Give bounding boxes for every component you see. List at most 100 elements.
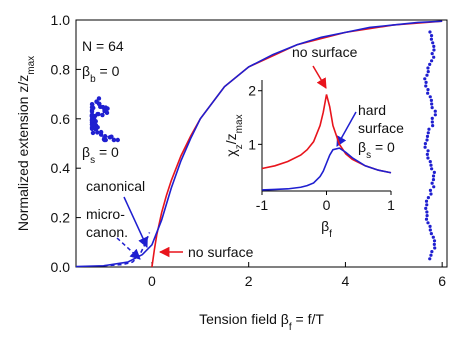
x-tick-label: 6 (438, 273, 446, 289)
monomer (425, 138, 429, 142)
monomer (432, 170, 436, 174)
monomer (98, 132, 104, 137)
x-tick-label: 0 (148, 273, 156, 289)
monomer (432, 185, 436, 189)
annotation: N = 64 (82, 38, 124, 54)
monomer (426, 66, 430, 70)
x-tick-label: -1 (256, 197, 269, 213)
y-axis-label-part: χ (223, 149, 239, 157)
monomer (429, 232, 433, 236)
monomer (424, 206, 428, 210)
monomer (425, 73, 429, 77)
monomer (102, 134, 108, 139)
monomer (431, 178, 436, 182)
annotation-part: = 0 (371, 139, 395, 155)
annotation-part: s (90, 155, 95, 166)
monomer (428, 224, 432, 228)
annotation-part: no surface (292, 44, 358, 60)
y-tick-label: 2 (248, 83, 256, 99)
arrow (336, 111, 357, 147)
y-tick-label: 0.0 (51, 259, 71, 275)
y-tick-label: 1 (248, 136, 256, 152)
monomer (91, 122, 96, 128)
monomer (428, 30, 432, 34)
monomer (431, 124, 435, 128)
monomer (103, 137, 108, 143)
x-axis-label-part: = f/T (292, 311, 325, 327)
annotation-part: = 0 (96, 63, 120, 79)
y-tick-label: 0.8 (51, 61, 71, 77)
annotation-part: canon. (86, 224, 128, 240)
x-tick-label: 1 (387, 197, 395, 213)
monomer (89, 101, 95, 107)
monomer (430, 116, 434, 120)
monomer (428, 188, 433, 192)
monomer (429, 192, 433, 196)
annotation-part: hard (358, 102, 386, 118)
annotation-part: s (366, 150, 371, 161)
annotation: hard (358, 102, 386, 118)
monomer (430, 52, 434, 56)
monomer (429, 163, 433, 167)
monomer (426, 196, 430, 200)
monomer (102, 107, 107, 113)
monomer (427, 127, 431, 131)
annotation: βb = 0 (82, 63, 120, 85)
monomer (431, 41, 435, 45)
annotation-part: β (82, 63, 90, 79)
x-axis-label-part: β (321, 218, 329, 234)
annotation: βs = 0 (358, 139, 395, 161)
monomer (424, 84, 428, 88)
monomer (430, 250, 434, 254)
monomer (425, 214, 429, 218)
monomer (426, 221, 430, 225)
y-tick-label: 1.0 (51, 12, 71, 28)
monomer (430, 106, 434, 110)
monomer (95, 125, 100, 130)
monomer (90, 117, 95, 123)
y-tick-label: 0.2 (51, 210, 71, 226)
monomer (432, 242, 436, 246)
monomer (100, 112, 105, 118)
data-line (261, 147, 392, 191)
y-axis-label: Normalized extension z/zmax (15, 56, 37, 231)
annotation-part: no surface (188, 244, 254, 260)
x-axis-label: Tension field βf = f/T (199, 311, 324, 333)
x-axis-label-part: f (289, 322, 292, 333)
annotation-part: N = 64 (82, 38, 124, 54)
y-tick-label: 0.6 (51, 111, 71, 127)
monomer (425, 210, 429, 214)
y-axis-label-part: /z (223, 133, 239, 144)
monomer (432, 44, 436, 49)
annotation-part: canonical (86, 178, 145, 194)
monomer (430, 167, 434, 171)
monomer (423, 77, 427, 81)
monomer (424, 217, 429, 221)
monomer (433, 109, 437, 113)
annotation: canonical (86, 178, 145, 194)
monomer (430, 59, 434, 63)
monomer (425, 134, 430, 138)
monomer (95, 130, 100, 135)
monomer (429, 253, 433, 257)
monomer (426, 88, 430, 92)
data-line (261, 94, 392, 174)
y-axis-label-part: Normalized extension z/z (15, 75, 31, 231)
y-axis-label-part: z (234, 144, 245, 149)
arrow (123, 196, 148, 248)
x-axis-label: βf (321, 218, 332, 240)
annotation-part: b (90, 74, 96, 85)
monomer (424, 199, 429, 203)
monomer (428, 62, 432, 66)
annotation: βs = 0 (82, 144, 119, 166)
y-axis-label-part: max (234, 114, 245, 133)
monomer (111, 137, 117, 143)
monomer (90, 126, 95, 131)
monomer (424, 80, 428, 84)
monomer (426, 91, 430, 95)
monomer (429, 98, 433, 102)
monomer (428, 160, 432, 164)
y-tick-label: 0.4 (51, 160, 71, 176)
x-axis-label-part: Tension field β (199, 311, 289, 327)
